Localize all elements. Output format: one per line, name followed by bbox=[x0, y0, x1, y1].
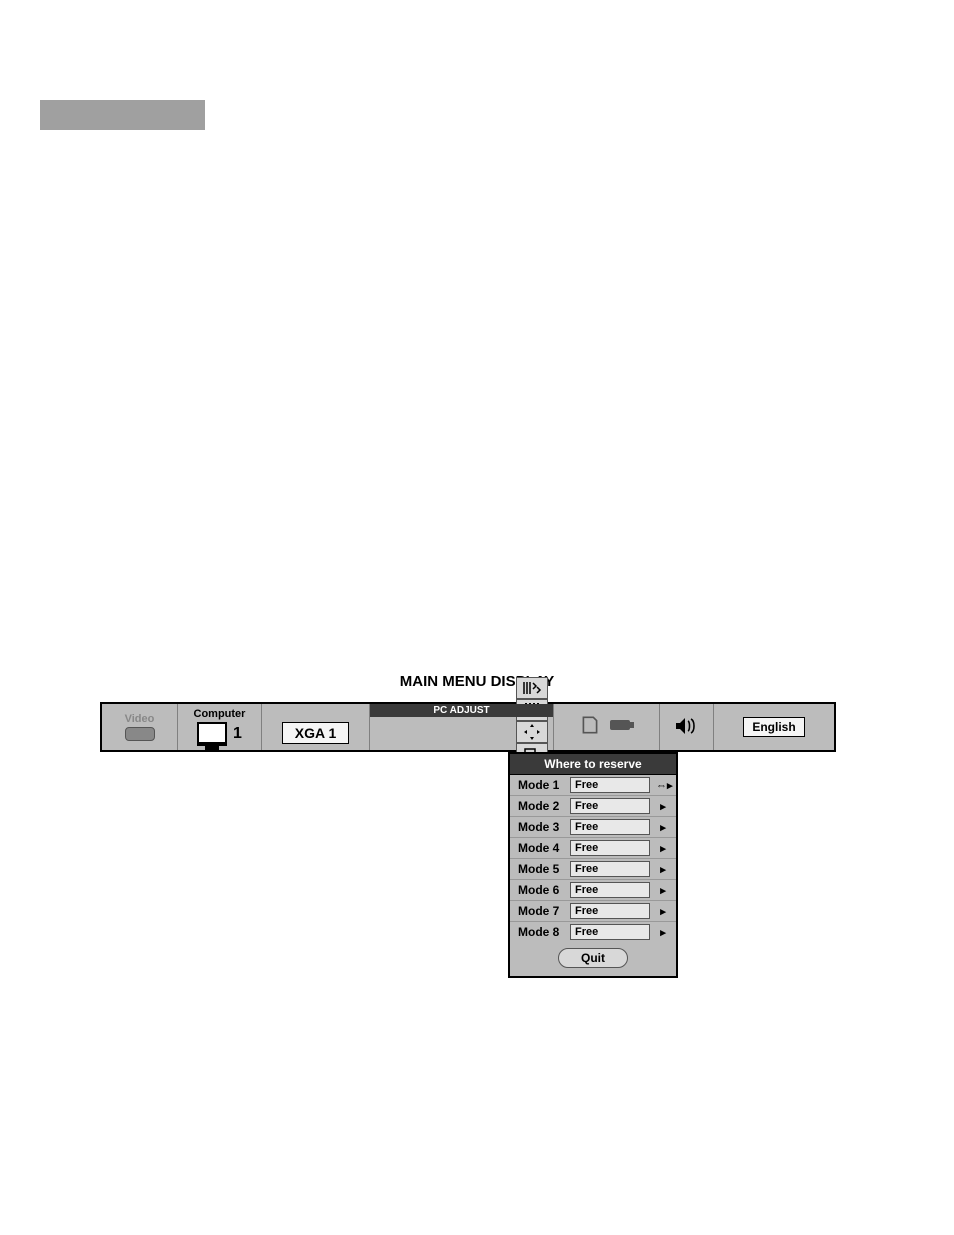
quit-button[interactable]: Quit bbox=[558, 948, 628, 968]
mode-label: Mode 7 bbox=[518, 904, 570, 918]
mode-label: Mode 5 bbox=[518, 862, 570, 876]
mode-row[interactable]: Mode 2Free ▸ bbox=[510, 796, 676, 817]
resolution-box: XGA 1 bbox=[282, 722, 350, 744]
mode-value: Free bbox=[570, 798, 650, 814]
pc-adjust-group: PC ADJUST bbox=[370, 704, 554, 750]
fine-sync-icon[interactable] bbox=[516, 677, 548, 699]
mode-label: Mode 6 bbox=[518, 883, 570, 897]
mode-value: Free bbox=[570, 819, 650, 835]
submenu-arrow-icon: ▸ bbox=[656, 842, 670, 855]
video-source-cell[interactable]: Video bbox=[102, 704, 178, 750]
speaker-icon bbox=[674, 715, 700, 740]
mode-value: Free bbox=[570, 840, 650, 856]
submenu-arrow-icon: ▸ bbox=[656, 821, 670, 834]
language-box: English bbox=[743, 717, 804, 737]
mode-label: Mode 8 bbox=[518, 925, 570, 939]
projector-icon[interactable] bbox=[609, 717, 635, 738]
main-menu-bar: Video Computer 1 XGA 1 PC ADJUST bbox=[100, 702, 836, 752]
resolution-cell[interactable]: XGA 1 bbox=[262, 704, 370, 750]
dropdown-header: Where to reserve bbox=[510, 754, 676, 775]
audio-cell[interactable] bbox=[660, 704, 714, 750]
computer-source-cell[interactable]: Computer 1 bbox=[178, 704, 262, 750]
mode-label: Mode 4 bbox=[518, 841, 570, 855]
mode-value: Free bbox=[570, 777, 650, 793]
computer-label: Computer bbox=[194, 708, 246, 720]
submenu-arrow-icon: ▸ bbox=[656, 926, 670, 939]
mode-label: Mode 1 bbox=[518, 778, 570, 792]
computer-number: 1 bbox=[233, 725, 242, 743]
mode-label: Mode 2 bbox=[518, 799, 570, 813]
submenu-arrow-icon: ▸ bbox=[656, 884, 670, 897]
computer-icon bbox=[197, 722, 227, 746]
submenu-arrow-icon: ▸ bbox=[656, 905, 670, 918]
submenu-arrow-icon: ▸ bbox=[656, 800, 670, 813]
extra-icon-group bbox=[554, 704, 660, 750]
video-label: Video bbox=[125, 713, 155, 725]
mode-row[interactable]: Mode 1Free ⇔▸ bbox=[510, 775, 676, 796]
page-icon[interactable] bbox=[579, 714, 601, 741]
decorative-bar bbox=[40, 100, 205, 130]
mode-value: Free bbox=[570, 903, 650, 919]
page-title: MAIN MENU DISPLAY bbox=[0, 673, 954, 690]
mode-row[interactable]: Mode 5Free ▸ bbox=[510, 859, 676, 880]
mode-value: Free bbox=[570, 924, 650, 940]
language-cell[interactable]: English bbox=[714, 704, 834, 750]
mode-row[interactable]: Mode 3Free ▸ bbox=[510, 817, 676, 838]
submenu-arrow-icon: ▸ bbox=[656, 863, 670, 876]
pc-adjust-header: PC ADJUST bbox=[370, 704, 553, 717]
position-icon[interactable] bbox=[516, 721, 548, 743]
mode-value: Free bbox=[570, 882, 650, 898]
mode-row[interactable]: Mode 7Free ▸ bbox=[510, 901, 676, 922]
mode-label: Mode 3 bbox=[518, 820, 570, 834]
video-device-icon bbox=[125, 727, 155, 741]
selected-indicator-icon: ⇔▸ bbox=[656, 779, 670, 792]
mode-row[interactable]: Mode 4Free ▸ bbox=[510, 838, 676, 859]
mode-value: Free bbox=[570, 861, 650, 877]
mode-row[interactable]: Mode 8Free ▸ bbox=[510, 922, 676, 942]
reserve-dropdown: Where to reserve Mode 1Free⇔▸Mode 2Free▸… bbox=[508, 752, 678, 978]
mode-row[interactable]: Mode 6Free ▸ bbox=[510, 880, 676, 901]
